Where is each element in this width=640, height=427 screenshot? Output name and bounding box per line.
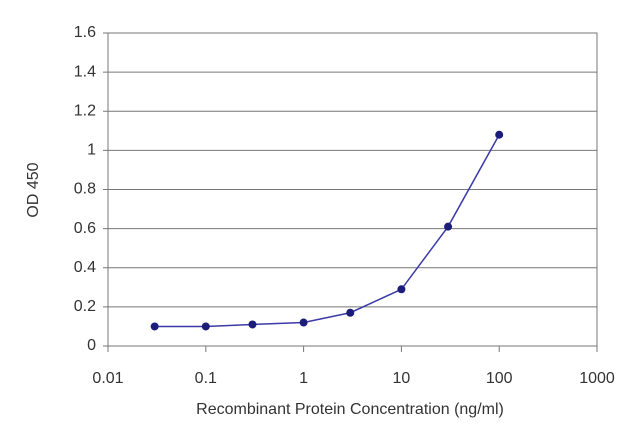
- data-point: [201, 322, 210, 331]
- y-tick-label: 1.2: [74, 102, 96, 119]
- data-point: [397, 285, 406, 294]
- x-axis-label: Recombinant Protein Concentration (ng/ml…: [196, 401, 504, 418]
- data-point: [248, 320, 257, 329]
- data-point: [444, 222, 453, 231]
- y-tick-label: 1.6: [74, 24, 96, 41]
- x-tick-label: 100: [486, 370, 513, 387]
- x-tick-label: 1: [299, 370, 308, 387]
- data-point: [299, 318, 308, 327]
- data-point: [346, 308, 355, 317]
- data-point: [495, 130, 504, 139]
- x-tick-label: 1000: [579, 370, 615, 387]
- y-tick-label: 0.8: [74, 181, 96, 198]
- y-axis-label: OD 450: [25, 162, 42, 217]
- x-tick-label: 10: [393, 370, 411, 387]
- y-tick-label: 1: [87, 142, 96, 159]
- data-line: [154, 134, 500, 328]
- y-tick-label: 0.6: [74, 220, 96, 237]
- y-tick-label: 0.4: [74, 259, 96, 276]
- x-tick-label: 0.01: [92, 370, 123, 387]
- data-point: [150, 322, 159, 331]
- y-tick-label: 0.2: [74, 298, 96, 315]
- y-tick-label: 0: [87, 337, 96, 354]
- y-tick-label: 1.4: [74, 63, 96, 80]
- x-tick-label: 0.1: [195, 370, 217, 387]
